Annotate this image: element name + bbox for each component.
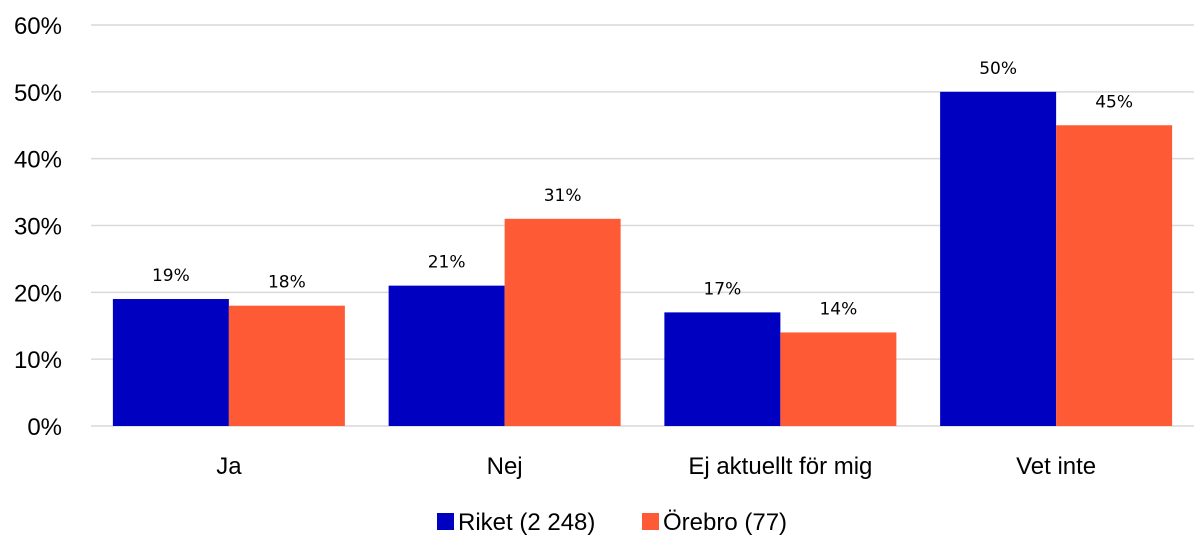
y-tick-label: 20% [14,280,62,307]
y-tick-label: 30% [14,214,62,241]
legend-swatch [437,513,454,530]
y-tick-label: 60% [14,13,62,40]
x-category-label: Ej aktuellt för mig [688,453,872,480]
x-category-label: Nej [487,453,523,480]
bar-orebro-0 [228,305,345,426]
legend-swatch [642,513,659,530]
data-label: 18% [268,273,306,293]
y-axis-tick-labels: 0% 10% 20% 30% 40% 50% 60% [14,13,62,441]
x-category-label: Vet inte [1016,453,1096,480]
data-label: 17% [703,279,741,299]
x-category-label: Ja [216,453,242,480]
y-tick-label: 40% [14,147,62,174]
bar-riket-1 [388,285,505,426]
bar-riket-2 [664,312,781,426]
bar-orebro-1 [504,218,621,426]
data-label: 31% [544,186,582,206]
data-label: 50% [979,59,1017,79]
legend-label: Riket (2 248) [458,509,595,535]
bar-riket-0 [112,299,229,426]
data-label: 21% [428,253,466,273]
y-tick-label: 50% [14,80,62,107]
legend: Riket (2 248) Örebro (77) [437,509,787,535]
data-label: 45% [1095,92,1133,112]
x-axis-category-labels: Ja Nej Ej aktuellt för mig Vet inte [216,453,1096,480]
bar-orebro-2 [780,332,897,426]
data-label: 14% [819,299,857,319]
bar-riket-3 [940,91,1057,426]
bar-orebro-3 [1056,125,1173,426]
y-tick-label: 10% [14,347,62,374]
legend-label: Örebro (77) [663,509,787,535]
data-labels: 19% 18% 21% 31% 17% 14% 50% 45% [152,59,1133,320]
bars [112,91,1173,426]
y-tick-label: 0% [27,414,62,441]
data-label: 19% [152,266,190,286]
